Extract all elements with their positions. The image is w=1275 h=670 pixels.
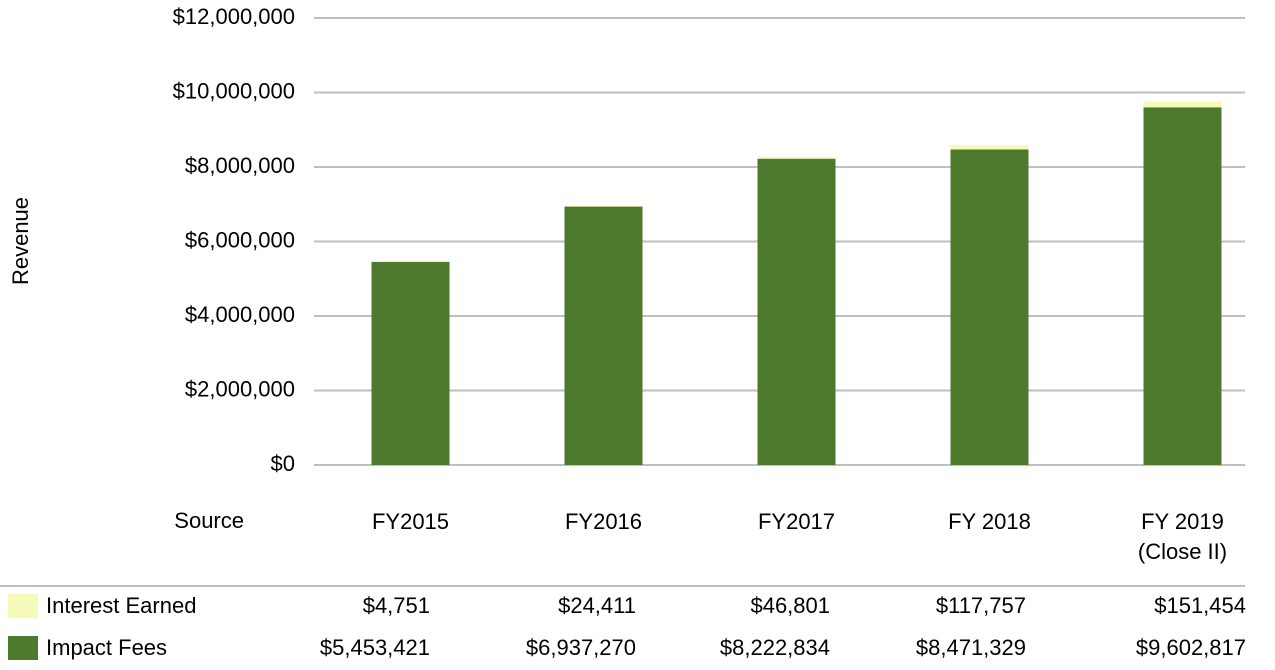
table-value: $151,454 bbox=[1154, 593, 1246, 618]
bar-segment bbox=[950, 145, 1029, 150]
table-value: $24,411 bbox=[558, 593, 636, 618]
y-tick-label: $2,000,000 bbox=[185, 376, 295, 401]
legend-swatch bbox=[8, 636, 38, 660]
bar-segment bbox=[564, 206, 643, 466]
table-value: $8,222,834 bbox=[719, 635, 830, 660]
x-tick-label: FY 2019 (Close II) bbox=[1137, 509, 1228, 564]
y-tick-label: $6,000,000 bbox=[185, 227, 295, 252]
y-tick-label: $12,000,000 bbox=[173, 4, 295, 29]
y-tick-label: $0 bbox=[271, 451, 295, 476]
table-value: $8,471,329 bbox=[915, 635, 1026, 660]
table-value: $4,751 bbox=[362, 593, 430, 618]
y-tick-label: $4,000,000 bbox=[185, 302, 295, 327]
table-value: $9,602,817 bbox=[1135, 635, 1246, 660]
y-axis-label: Revenue bbox=[8, 197, 33, 285]
bar-segment bbox=[757, 156, 836, 159]
x-tick-label: FY 2018 bbox=[948, 509, 1031, 534]
table-value: $117,757 bbox=[935, 593, 1026, 618]
x-tick-label: FY2016 bbox=[564, 509, 643, 534]
bar-segment bbox=[1143, 107, 1222, 465]
legend-swatch bbox=[8, 594, 38, 618]
legend-label: Interest Earned bbox=[46, 593, 197, 618]
table-value: $5,453,421 bbox=[319, 635, 430, 660]
y-tick-label: $8,000,000 bbox=[185, 153, 295, 178]
bar-segment bbox=[1143, 101, 1222, 108]
x-tick-label: FY2015 bbox=[371, 509, 450, 534]
y-tick-label: $10,000,000 bbox=[173, 78, 295, 103]
table-value: $46,801 bbox=[750, 593, 830, 618]
table-header: Source bbox=[174, 508, 244, 533]
bar-segment bbox=[950, 149, 1029, 465]
bar-segment bbox=[757, 158, 836, 465]
x-tick-label: FY2017 bbox=[757, 509, 836, 534]
bar-segment bbox=[564, 205, 643, 207]
legend-label: Impact Fees bbox=[46, 635, 168, 660]
bar-segment bbox=[371, 261, 450, 465]
table-value: $6,937,270 bbox=[525, 635, 636, 660]
